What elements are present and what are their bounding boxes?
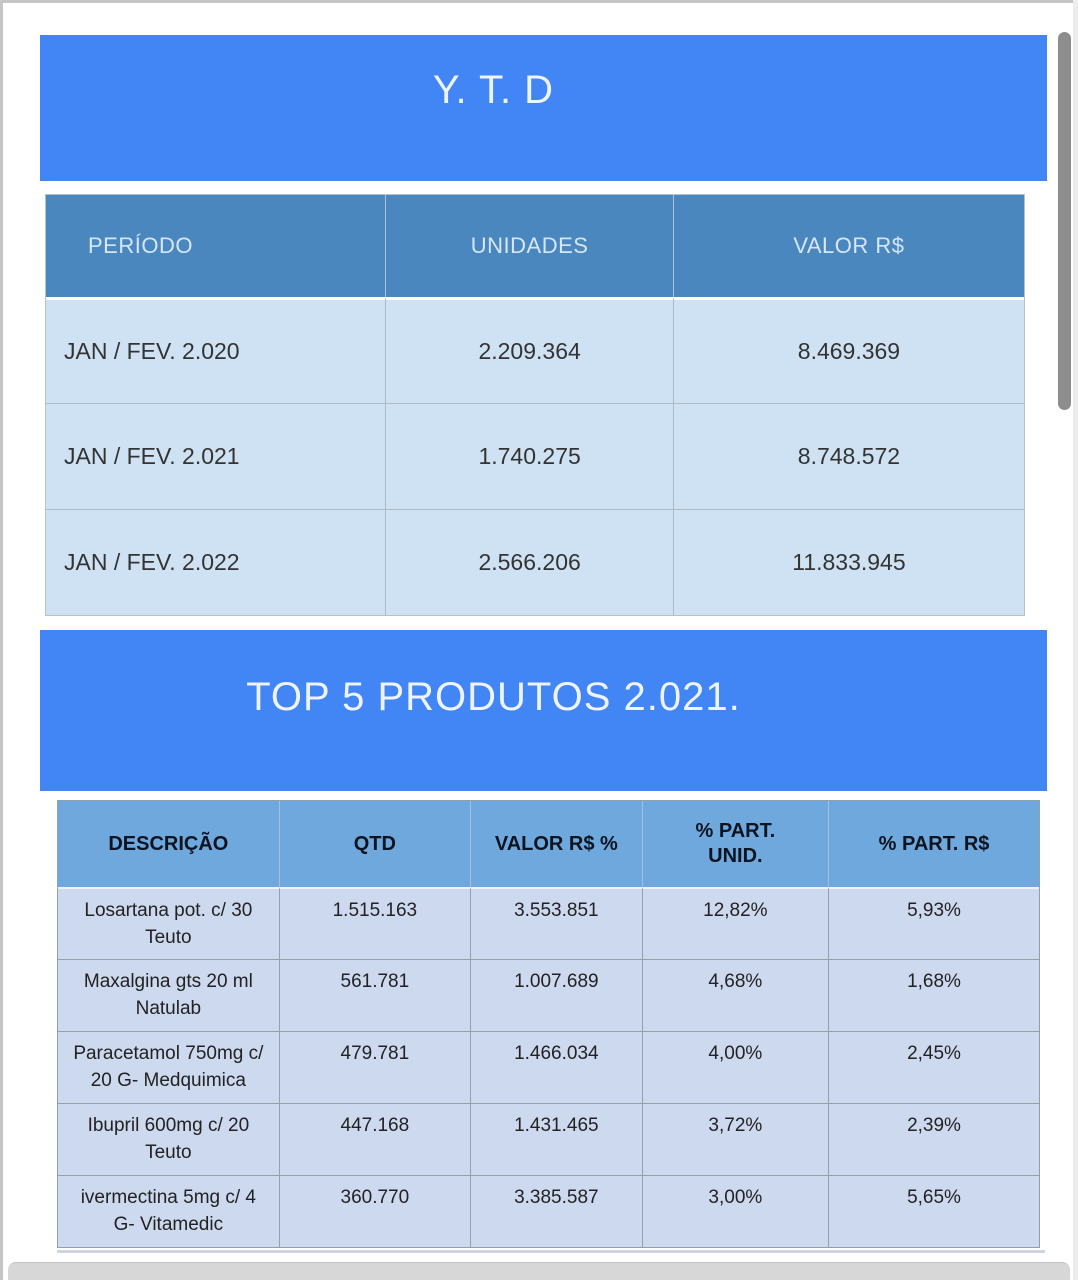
table-cell: 11.833.945 [672, 509, 1024, 615]
table-cell: 1.431.465 [470, 1103, 642, 1175]
table-cell: JAN / FEV. 2.020 [46, 297, 386, 403]
table-cell: JAN / FEV. 2.022 [46, 509, 386, 615]
ytd-banner-title: Y. T. D [432, 67, 555, 112]
table-cell: 561.781 [278, 959, 470, 1031]
top5-banner-title: TOP 5 PRODUTOS 2.021. [246, 675, 741, 719]
table-cell: 2,39% [828, 1103, 1039, 1175]
table-bottom-divider [57, 1250, 1045, 1253]
table-row: Maxalgina gts 20 ml Natulab 561.781 1.007.… [58, 959, 1039, 1031]
table-row: Losartana pot. c/ 30 Teuto 1.515.163 3.553… [58, 887, 1039, 959]
table-cell: 3.385.587 [470, 1175, 642, 1247]
table-cell: 4,68% [641, 959, 829, 1031]
table-cell: 5,65% [828, 1175, 1039, 1247]
column-header: % PART. R$ [828, 801, 1039, 887]
table-cell: Ibupril 600mg c/ 20 Teuto [58, 1103, 279, 1175]
frame-top-edge [0, 0, 1078, 3]
table-cell: 4,00% [641, 1031, 829, 1103]
table-row: JAN / FEV. 2.021 1.740.275 8.748.572 [46, 403, 1024, 509]
table-cell: 1.007.689 [470, 959, 642, 1031]
table-cell: 1.466.034 [470, 1031, 642, 1103]
frame-left-edge [0, 0, 3, 1280]
scrollbar-thumb[interactable] [1058, 32, 1071, 410]
table-row: JAN / FEV. 2.022 2.566.206 11.833.945 [46, 509, 1024, 615]
table-row: ivermectina 5mg c/ 4 G- Vitamedic 360.770… [58, 1175, 1039, 1247]
top5-products-table: DESCRIÇÃO QTD VALOR R$ %% PART. UNID.% PAR… [57, 800, 1040, 1248]
ytd-table: PERÍODO UNIDADES VALOR R$ JAN / FEV. 2.020 2… [45, 194, 1025, 616]
table-cell: 8.469.369 [672, 297, 1024, 403]
table-cell: Losartana pot. c/ 30 Teuto [58, 887, 279, 959]
column-header: DESCRIÇÃO [58, 801, 279, 887]
table-cell: 8.748.572 [672, 403, 1024, 509]
table-cell: Paracetamol 750mg c/ 20 G- Medquimica [58, 1031, 279, 1103]
bottom-bar [8, 1262, 1070, 1280]
table-cell: 1.515.163 [278, 887, 470, 959]
table-cell: 360.770 [278, 1175, 470, 1247]
column-header: VALOR R$ % [470, 801, 642, 887]
table-cell: JAN / FEV. 2.021 [46, 403, 386, 509]
table-cell: 2.209.364 [385, 297, 673, 403]
table-cell: 3,00% [641, 1175, 829, 1247]
column-header: PERÍODO [46, 195, 386, 297]
table-cell: 479.781 [278, 1031, 470, 1103]
table-cell: 5,93% [828, 887, 1039, 959]
table-cell: ivermectina 5mg c/ 4 G- Vitamedic [58, 1175, 279, 1247]
table-row: Paracetamol 750mg c/ 20 G- Medquimica 479… [58, 1031, 1039, 1103]
table-cell: 3.553.851 [470, 887, 642, 959]
table-cell: 1,68% [828, 959, 1039, 1031]
top5-banner: TOP 5 PRODUTOS 2.021. [40, 630, 1047, 791]
column-header: QTD [278, 801, 470, 887]
header-row: DESCRIÇÃO QTD VALOR R$ %% PART. UNID.% PAR… [58, 801, 1039, 887]
table-row: Ibupril 600mg c/ 20 Teuto 447.168 1.431.46… [58, 1103, 1039, 1175]
table-cell: 2,45% [828, 1031, 1039, 1103]
table-cell: Maxalgina gts 20 ml Natulab [58, 959, 279, 1031]
frame-right-edge [1073, 0, 1078, 1280]
table-cell: 2.566.206 [385, 509, 673, 615]
table-cell: 3,72% [641, 1103, 829, 1175]
table-row: JAN / FEV. 2.020 2.209.364 8.469.369 [46, 297, 1024, 403]
table-cell: 447.168 [278, 1103, 470, 1175]
column-header: VALOR R$ [672, 195, 1024, 297]
table-cell: 12,82% [641, 887, 829, 959]
column-header: UNIDADES [385, 195, 673, 297]
ytd-banner: Y. T. D [40, 35, 1047, 181]
header-row: PERÍODO UNIDADES VALOR R$ [46, 195, 1024, 297]
table-cell: 1.740.275 [385, 403, 673, 509]
column-header: % PART. UNID. [641, 801, 829, 887]
